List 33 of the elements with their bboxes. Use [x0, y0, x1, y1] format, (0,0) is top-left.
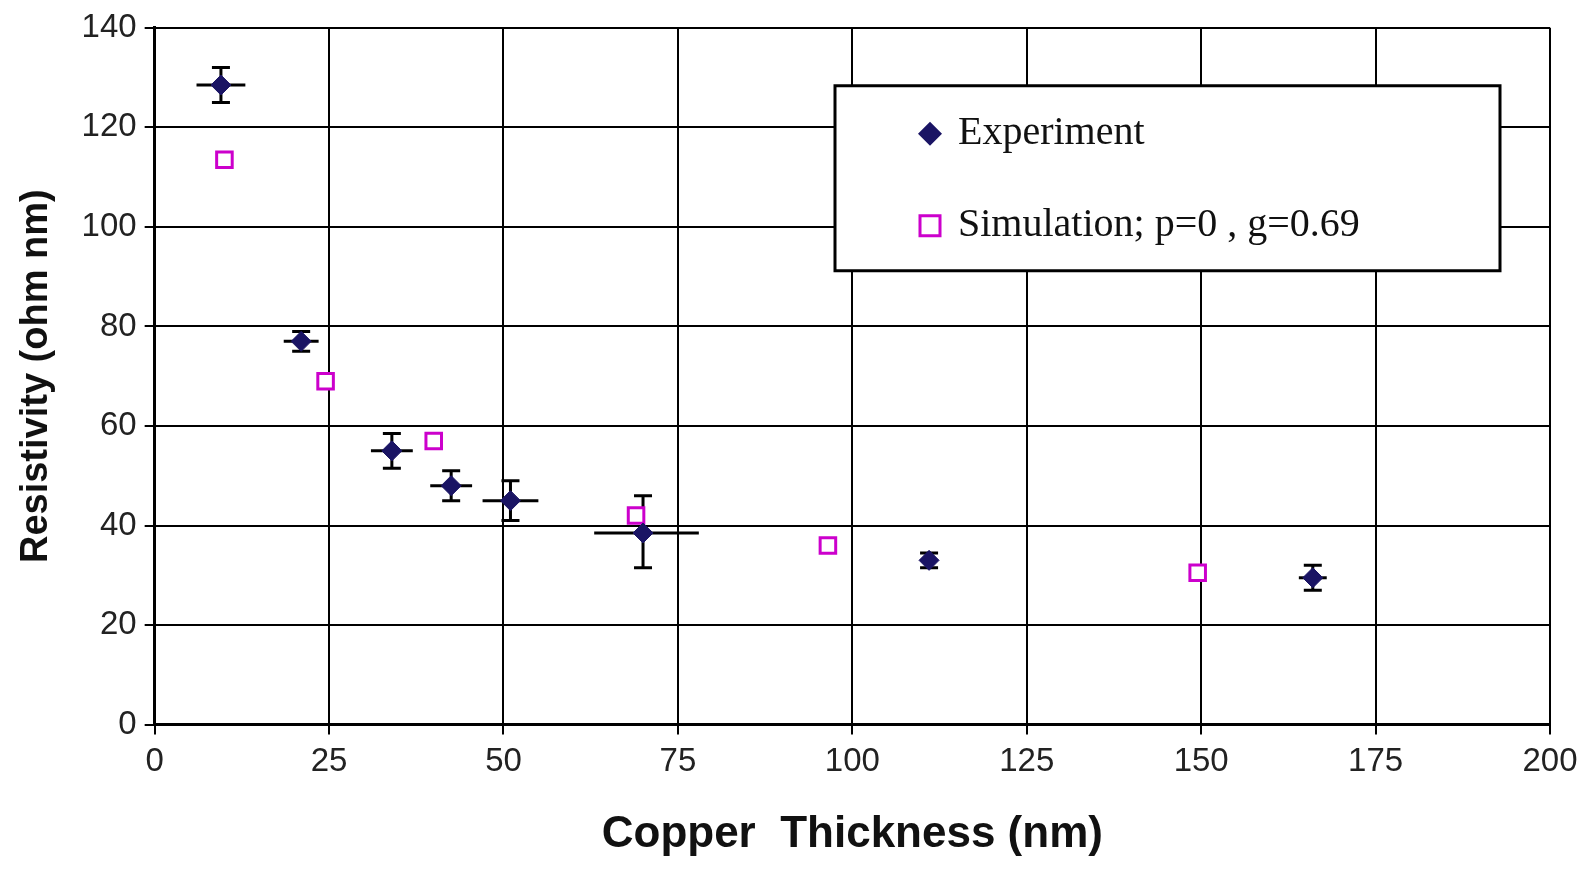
point: [215, 150, 234, 169]
point: [381, 440, 403, 462]
x-tick-label: 100: [824, 741, 880, 779]
legend-label: Experiment: [958, 108, 1145, 154]
y-tick-label: 120: [81, 106, 137, 144]
y-tick-label: 100: [81, 205, 137, 243]
x-tick-label: 175: [1348, 741, 1404, 779]
x-axis-title: Copper Thickness (nm): [601, 806, 1103, 856]
x-tick-label: 150: [1173, 741, 1229, 779]
point: [499, 490, 521, 512]
y-tick-label: 20: [99, 604, 137, 642]
point: [1188, 563, 1207, 583]
y-tick-label: 0: [118, 703, 137, 741]
x-tick-label: 125: [999, 741, 1055, 779]
point: [424, 431, 444, 451]
y-tick-label: 40: [99, 504, 137, 542]
x-tick-label: 0: [145, 741, 164, 779]
y-tick-label: 60: [99, 405, 137, 443]
x-tick-label: 50: [485, 741, 522, 779]
x-tick-label: 200: [1522, 741, 1578, 779]
x-tick-label: 75: [659, 741, 697, 779]
y-axis-title: Resistivity (ohm nm): [13, 189, 56, 564]
point: [626, 506, 646, 525]
point: [316, 371, 335, 391]
point: [440, 475, 462, 497]
point: [210, 74, 232, 96]
point: [632, 522, 654, 544]
x-tick-label: 25: [310, 741, 348, 779]
y-tick-label: 80: [99, 305, 137, 343]
y-tick-label: 140: [81, 6, 137, 44]
legend-label: Simulation; p=0 , g=0.69: [958, 200, 1360, 246]
point: [1302, 567, 1324, 589]
point: [818, 536, 838, 555]
